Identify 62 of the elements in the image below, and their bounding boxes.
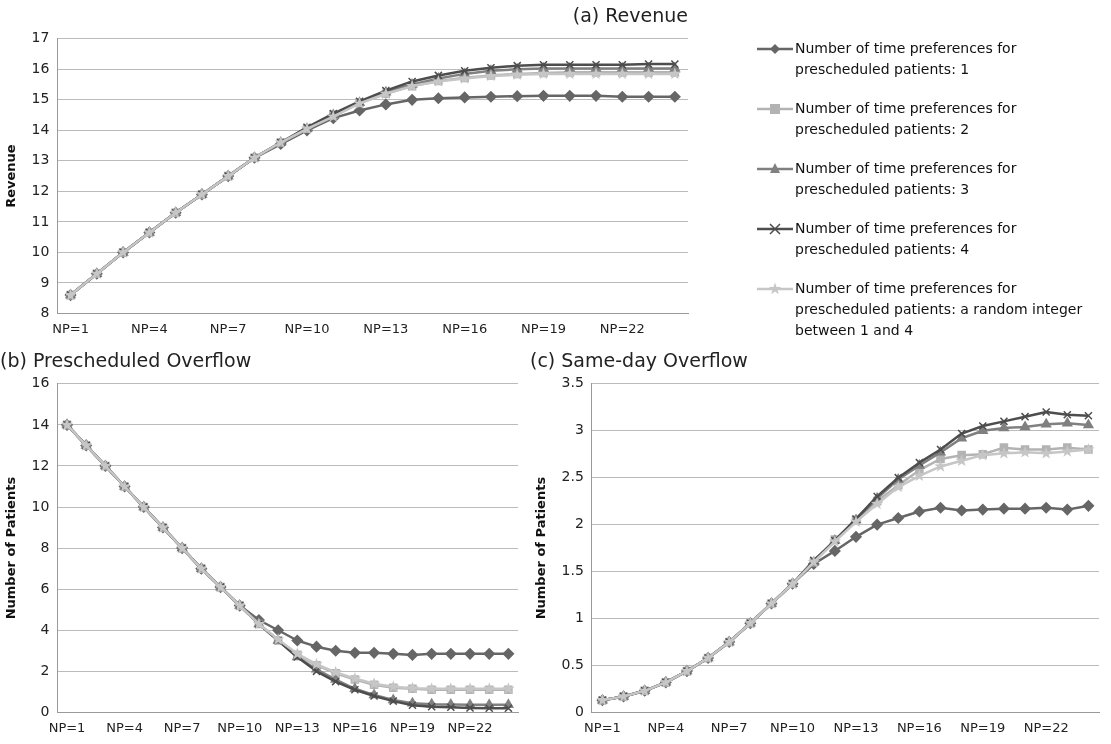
y-tick-label: 2.5: [561, 468, 584, 485]
legend-label: Number of time preferences for prescheduled patients: 3: [795, 159, 1018, 199]
x-tick-label: NP=19: [520, 320, 566, 336]
chart-title: (c) Same-day Overflow: [530, 349, 748, 372]
x-tick-label: NP=1: [52, 320, 89, 336]
y-tick-label: 14: [31, 120, 50, 137]
y-tick-label: 8: [40, 304, 50, 321]
y-tick-label: 16: [31, 374, 50, 391]
x-tick-label: NP=7: [209, 320, 247, 336]
y-axis-title: Number of Patients: [3, 476, 19, 620]
y-tick-label: 1: [574, 609, 584, 626]
x-tick-label: NP=19: [960, 719, 1006, 735]
x-tick-label: NP=16: [442, 320, 488, 336]
y-tick-label: 2: [574, 515, 584, 532]
chart-title: (a) Revenue: [572, 4, 688, 27]
y-tick-label: 3.5: [561, 374, 584, 391]
x-tick-label: NP=16: [332, 719, 378, 735]
y-axis-title: Revenue: [3, 144, 19, 208]
y-tick-label: 13: [31, 151, 50, 168]
x-tick-label: NP=13: [363, 320, 409, 336]
y-tick-label: 1.5: [561, 562, 584, 579]
x-tick-label: NP=22: [447, 719, 493, 735]
x-tick-label: NP=1: [584, 719, 621, 735]
y-tick-label: 0: [40, 703, 50, 720]
y-tick-label: 10: [31, 497, 50, 514]
y-tick-label: 4: [40, 620, 50, 637]
legend-label: Number of time preferences for prescheduled patients: 1: [795, 39, 1018, 79]
y-tick-label: 0: [574, 703, 584, 720]
y-tick-label: 17: [31, 29, 50, 46]
x-tick-label: NP=4: [131, 320, 168, 336]
y-tick-label: 12: [31, 456, 50, 473]
y-tick-label: 9: [40, 273, 50, 290]
x-tick-label: NP=7: [710, 719, 748, 735]
y-tick-label: 14: [31, 415, 50, 432]
legend-label: Number of time preferences for prescheduled patients: 4: [795, 219, 1018, 259]
x-tick-label: NP=4: [647, 719, 685, 735]
chart-title: (b) Prescheduled Overflow: [0, 349, 252, 372]
legend-label: Number of time preferences for prescheduled patients: 2: [795, 99, 1018, 139]
y-tick-label: 8: [40, 538, 50, 555]
x-tick-label: NP=4: [106, 719, 143, 735]
x-tick-label: NP=13: [833, 719, 879, 735]
y-tick-label: 16: [31, 59, 50, 76]
y-axis-title: Number of Patients: [533, 476, 549, 620]
x-tick-label: NP=19: [389, 719, 435, 735]
x-tick-label: NP=1: [48, 719, 86, 735]
y-tick-label: 15: [31, 90, 50, 107]
legend-label: Number of time preferences for prescheduled patients: a random integer between 1 and 4: [795, 279, 1084, 340]
x-tick-label: NP=16: [896, 719, 942, 735]
y-tick-label: 11: [31, 212, 50, 229]
x-tick-label: NP=22: [599, 320, 645, 336]
x-tick-label: NP=10: [770, 719, 816, 735]
x-tick-label: NP=7: [163, 719, 201, 735]
x-tick-label: NP=13: [274, 719, 320, 735]
y-tick-label: 3: [574, 421, 584, 438]
y-tick-label: 10: [31, 243, 50, 260]
y-tick-label: 2: [40, 661, 50, 678]
y-tick-label: 6: [40, 579, 50, 596]
y-tick-label: 0.5: [561, 656, 584, 673]
x-tick-label: NP=10: [217, 719, 263, 735]
y-tick-label: 12: [31, 182, 50, 198]
x-tick-label: NP=10: [284, 320, 330, 336]
x-tick-label: NP=22: [1023, 719, 1069, 735]
